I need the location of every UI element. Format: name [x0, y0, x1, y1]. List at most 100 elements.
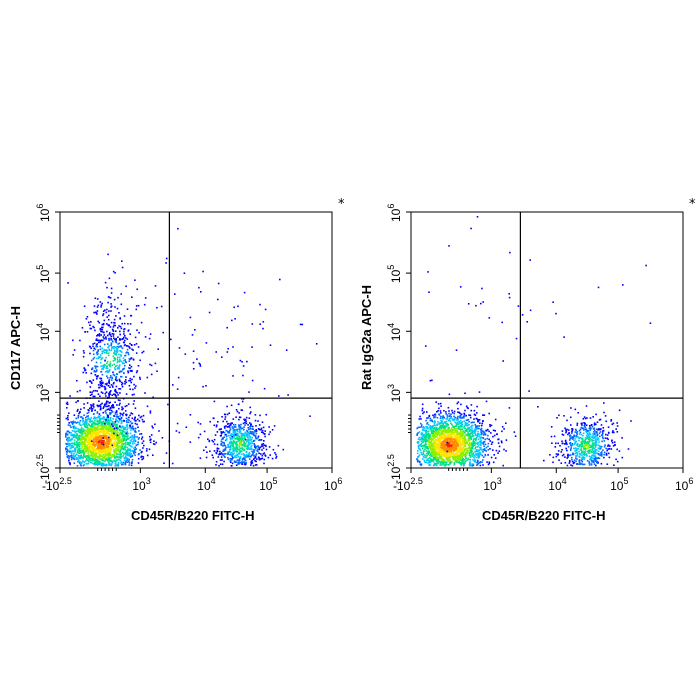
- event-dot: [96, 313, 98, 315]
- event-dot: [74, 421, 76, 423]
- event-dot: [82, 428, 84, 430]
- event-dot: [75, 401, 77, 404]
- event-dot: [93, 430, 95, 433]
- event-dot: [227, 451, 229, 454]
- event-dot: [130, 381, 133, 384]
- event-dot: [106, 360, 109, 363]
- event-dot: [423, 427, 426, 429]
- event-dot: [301, 323, 304, 326]
- event-dot: [450, 423, 453, 425]
- event-dot: [177, 376, 180, 379]
- event-dot: [120, 351, 123, 353]
- event-dot: [229, 429, 231, 432]
- event-dot: [128, 444, 131, 447]
- event-dot: [120, 462, 122, 465]
- event-dot: [108, 423, 110, 425]
- event-dot: [77, 430, 79, 432]
- event-dot: [92, 404, 94, 406]
- event-dot: [90, 436, 93, 439]
- event-dot: [89, 429, 92, 431]
- event-dot: [238, 428, 240, 430]
- event-dot: [66, 445, 68, 448]
- event-dot: [422, 439, 424, 441]
- event-dot: [244, 463, 246, 466]
- event-dot: [249, 428, 251, 430]
- event-dot: [238, 431, 241, 434]
- event-dot: [439, 438, 442, 440]
- event-dot: [473, 409, 476, 412]
- event-dot: [112, 340, 114, 343]
- event-dot: [463, 462, 466, 464]
- event-dot: [221, 432, 223, 434]
- event-dot: [116, 437, 118, 439]
- event-dot: [220, 428, 222, 430]
- event-dot: [96, 442, 99, 444]
- event-dot: [436, 445, 438, 447]
- event-dot: [90, 359, 93, 362]
- event-dot: [115, 341, 118, 344]
- event-dot: [112, 445, 114, 447]
- event-dot: [101, 463, 104, 465]
- event-dot: [127, 323, 129, 325]
- event-dot: [74, 458, 76, 461]
- event-dot: [80, 438, 82, 441]
- event-dot: [99, 405, 101, 407]
- event-dot: [189, 441, 192, 443]
- event-dot: [129, 377, 131, 380]
- event-dot: [117, 417, 120, 419]
- event-dot: [467, 435, 469, 438]
- event-dot: [108, 429, 111, 431]
- event-dot: [97, 320, 99, 323]
- event-dot: [234, 431, 236, 433]
- event-dot: [89, 352, 91, 355]
- event-dot: [116, 416, 118, 418]
- event-dot: [427, 430, 430, 432]
- event-dot: [129, 449, 131, 451]
- event-dot: [435, 458, 437, 460]
- event-dot: [104, 383, 107, 385]
- event-dot: [471, 443, 473, 445]
- event-dot: [101, 435, 104, 437]
- event-dot: [98, 400, 100, 402]
- event-dot: [85, 432, 87, 435]
- event-dot: [101, 447, 104, 450]
- event-dot: [473, 421, 475, 424]
- event-dot: [128, 416, 130, 419]
- event-dot: [90, 420, 92, 422]
- event-dot: [108, 464, 110, 466]
- event-dot: [156, 370, 158, 372]
- event-dot: [475, 446, 477, 448]
- event-dot: [131, 455, 133, 458]
- event-dot: [203, 449, 205, 452]
- event-dot: [108, 442, 110, 445]
- event-dot: [95, 344, 98, 346]
- event-dot: [236, 450, 239, 452]
- event-dot: [100, 424, 103, 427]
- event-dot: [98, 457, 101, 459]
- event-dot: [125, 413, 128, 416]
- event-dot: [442, 422, 445, 425]
- event-dot: [423, 433, 425, 436]
- event-dot: [469, 433, 471, 435]
- event-dot: [460, 464, 462, 466]
- event-dot: [249, 422, 251, 424]
- event-dot: [199, 365, 202, 367]
- event-dot: [285, 349, 288, 351]
- event-dot: [109, 436, 111, 439]
- event-dot: [434, 433, 436, 436]
- event-dot: [98, 463, 100, 465]
- event-dot: [453, 410, 456, 413]
- event-dot: [458, 411, 461, 414]
- event-dot: [490, 432, 492, 434]
- event-dot: [258, 457, 261, 460]
- event-dot: [82, 450, 84, 452]
- event-dot: [71, 442, 73, 445]
- event-dot: [464, 424, 466, 426]
- event-dot: [124, 380, 126, 383]
- event-dot: [473, 431, 476, 434]
- event-dot: [114, 367, 116, 369]
- event-dot: [213, 438, 216, 441]
- event-dot: [149, 435, 151, 438]
- event-dot: [438, 460, 440, 463]
- event-dot: [110, 419, 112, 422]
